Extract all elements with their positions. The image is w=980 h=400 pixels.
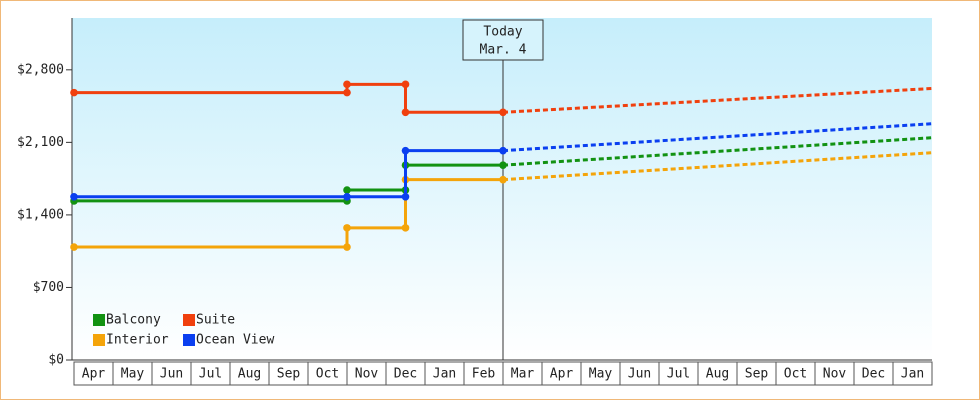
x-tick-label: Jun — [160, 367, 183, 382]
point — [343, 224, 351, 232]
series-line — [74, 163, 503, 203]
x-tick-label: May — [589, 367, 613, 382]
y-tick-label: $1,400 — [17, 207, 64, 222]
point — [343, 186, 351, 194]
legend-swatch — [183, 314, 195, 326]
x-tick-label: Jul — [199, 367, 222, 382]
x-tick-label: Mar — [511, 367, 535, 382]
series-line — [74, 82, 503, 114]
point — [499, 175, 507, 184]
x-tick-label: Oct — [784, 367, 807, 382]
series-line — [74, 178, 503, 249]
point — [343, 192, 351, 201]
x-tick-label: Dec — [862, 367, 885, 382]
point — [70, 192, 78, 201]
x-tick-label: Jul — [667, 367, 690, 382]
plot-area — [72, 18, 932, 360]
x-tick-label: Dec — [394, 367, 417, 382]
legend-swatch — [93, 334, 105, 346]
today-label: Mar. 4 — [480, 43, 527, 58]
y-tick-label: $0 — [48, 353, 64, 368]
legend-label: Ocean View — [196, 333, 274, 348]
legend-swatch — [93, 314, 105, 326]
today-label: Today — [483, 25, 522, 40]
point — [70, 243, 78, 251]
x-tick-label: Jun — [628, 367, 651, 382]
x-tick-label: Sep — [745, 367, 769, 382]
point — [499, 161, 507, 169]
point — [343, 88, 351, 97]
x-tick-label: Nov — [823, 367, 847, 382]
x-tick-label: Jan — [901, 367, 924, 382]
x-tick-label: Jan — [433, 367, 456, 382]
point — [401, 224, 410, 232]
point — [499, 146, 507, 155]
x-category-cell — [892, 361, 933, 386]
x-tick-label: Feb — [472, 367, 496, 382]
today-box — [462, 19, 544, 61]
x-tick-label: May — [121, 367, 145, 382]
legend-swatch — [183, 334, 195, 346]
legend-label: Interior — [106, 333, 169, 348]
x-tick-label: Apr — [550, 367, 574, 382]
y-tick-label: $2,800 — [17, 62, 64, 77]
point — [401, 192, 410, 201]
x-tick-label: Aug — [238, 367, 261, 382]
legend-label: Balcony — [106, 313, 161, 328]
x-tick-label: Oct — [316, 367, 339, 382]
legend-label: Suite — [196, 313, 235, 328]
point — [343, 243, 351, 251]
x-tick-label: Apr — [82, 367, 106, 382]
y-tick-label: $2,100 — [17, 135, 64, 150]
point — [343, 80, 351, 89]
y-tick-label: $700 — [33, 280, 64, 295]
x-tick-label: Nov — [355, 367, 379, 382]
x-tick-label: Aug — [706, 367, 729, 382]
point — [401, 80, 410, 89]
point — [401, 146, 410, 155]
point — [401, 108, 410, 117]
point — [70, 88, 78, 97]
x-tick-label: Sep — [277, 367, 301, 382]
point — [499, 108, 507, 117]
